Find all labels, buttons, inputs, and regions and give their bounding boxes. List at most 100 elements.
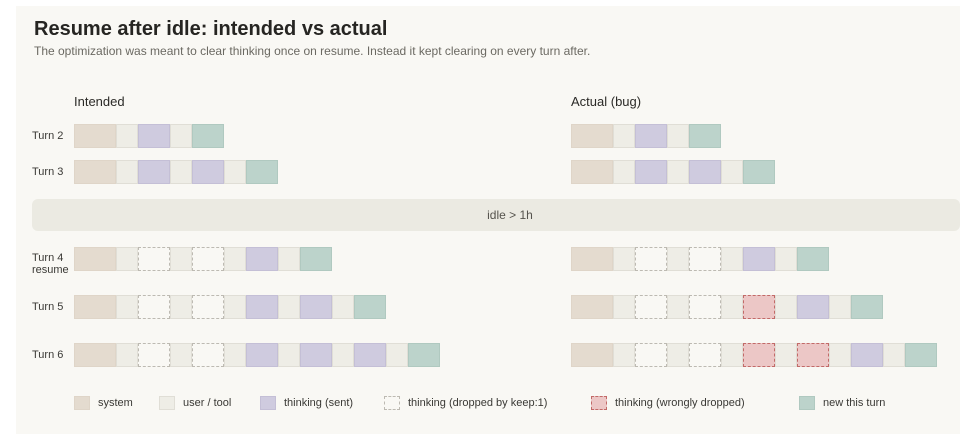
new-this-turn-block: [408, 343, 440, 367]
user-tool-block: [613, 343, 635, 367]
thinking-sent-block: [192, 160, 224, 184]
system-block: [74, 124, 116, 148]
user-tool-block: [116, 124, 138, 148]
thinking-sent-block: [300, 343, 332, 367]
legend-item-thinking-sent: thinking (sent): [260, 396, 353, 410]
user-tool-block: [224, 295, 246, 319]
actual-row-turn-2: [571, 124, 721, 148]
thinking-sent-block: [797, 295, 829, 319]
system-block: [571, 343, 613, 367]
user-tool-block: [116, 295, 138, 319]
thinking-sent-block: [138, 160, 170, 184]
diagram-subtitle: The optimization was meant to clear thin…: [34, 44, 591, 58]
legend-label: user / tool: [183, 397, 232, 409]
thinking-sent-block: [743, 247, 775, 271]
thinking-dropped-block: [635, 247, 667, 271]
turn-label: Turn 5: [32, 301, 64, 313]
thinking-sent-block: [851, 343, 883, 367]
new-this-turn-block: [300, 247, 332, 271]
user-tool-block: [170, 295, 192, 319]
legend-item-thinking-dropped: thinking (dropped by keep:1): [384, 396, 547, 410]
thinking-dropped-block: [192, 247, 224, 271]
diagram-card: Resume after idle: intended vs actual Th…: [16, 6, 960, 434]
user-tool-block: [721, 295, 743, 319]
legend-label: system: [98, 397, 133, 409]
user-tool-block: [721, 160, 743, 184]
user-tool-block: [667, 247, 689, 271]
thinking-sent-block: [246, 247, 278, 271]
actual-column-header: Actual (bug): [571, 94, 642, 109]
new-this-turn-block: [797, 247, 829, 271]
idle-label: idle > 1h: [487, 208, 533, 222]
actual-row-turn-4: [571, 247, 829, 271]
intended-row-turn-5: [74, 295, 386, 319]
thinking-dropped-block: [192, 343, 224, 367]
thinking-sent-block: [138, 124, 170, 148]
thinking-dropped-block: [635, 343, 667, 367]
legend-item-new-this-turn: new this turn: [799, 396, 885, 410]
user-tool-block: [829, 295, 851, 319]
user-tool-block: [170, 247, 192, 271]
user-tool-block: [613, 160, 635, 184]
legend-label: thinking (wrongly dropped): [615, 397, 745, 409]
new-this-turn-block: [354, 295, 386, 319]
user-tool-block: [170, 160, 192, 184]
system-block: [74, 343, 116, 367]
idle-divider: idle > 1h: [32, 199, 960, 231]
turn-label: Turn 3: [32, 166, 64, 178]
user-tool-block: [332, 343, 354, 367]
new-this-turn-block: [851, 295, 883, 319]
user-tool-block: [386, 343, 408, 367]
thinking-dropped-block: [192, 295, 224, 319]
user-tool-block: [667, 124, 689, 148]
thinking-wrongly-dropped-block: [743, 343, 775, 367]
legend-swatch-thinking-wrongly-dropped: [591, 396, 607, 410]
user-tool-block: [775, 343, 797, 367]
user-tool-block: [332, 295, 354, 319]
thinking-dropped-block: [138, 343, 170, 367]
user-tool-block: [170, 343, 192, 367]
diagram-title: Resume after idle: intended vs actual: [34, 18, 388, 40]
system-block: [74, 160, 116, 184]
user-tool-block: [224, 343, 246, 367]
turn-label: Turn 4 resume: [32, 252, 69, 276]
system-block: [571, 295, 613, 319]
user-tool-block: [224, 247, 246, 271]
user-tool-block: [883, 343, 905, 367]
user-tool-block: [170, 124, 192, 148]
intended-row-turn-6: [74, 343, 440, 367]
user-tool-block: [667, 343, 689, 367]
thinking-dropped-block: [689, 295, 721, 319]
legend-item-user-tool: user / tool: [159, 396, 231, 410]
thinking-sent-block: [354, 343, 386, 367]
user-tool-block: [667, 160, 689, 184]
legend-item-thinking-wrongly-dropped: thinking (wrongly dropped): [591, 396, 745, 410]
user-tool-block: [613, 247, 635, 271]
user-tool-block: [278, 343, 300, 367]
new-this-turn-block: [905, 343, 937, 367]
new-this-turn-block: [689, 124, 721, 148]
user-tool-block: [278, 247, 300, 271]
thinking-dropped-block: [138, 295, 170, 319]
thinking-wrongly-dropped-block: [797, 343, 829, 367]
user-tool-block: [116, 247, 138, 271]
user-tool-block: [278, 295, 300, 319]
actual-row-turn-3: [571, 160, 775, 184]
thinking-sent-block: [300, 295, 332, 319]
thinking-sent-block: [246, 343, 278, 367]
new-this-turn-block: [743, 160, 775, 184]
turn-label: Turn 6: [32, 349, 64, 361]
user-tool-block: [775, 247, 797, 271]
user-tool-block: [613, 295, 635, 319]
user-tool-block: [667, 295, 689, 319]
legend-swatch-thinking-dropped: [384, 396, 400, 410]
turn-label: Turn 2: [32, 130, 64, 142]
intended-row-turn-4: [74, 247, 332, 271]
legend-swatch-user-tool: [159, 396, 175, 410]
user-tool-block: [721, 247, 743, 271]
thinking-dropped-block: [635, 295, 667, 319]
thinking-sent-block: [635, 124, 667, 148]
user-tool-block: [613, 124, 635, 148]
system-block: [74, 247, 116, 271]
thinking-sent-block: [635, 160, 667, 184]
